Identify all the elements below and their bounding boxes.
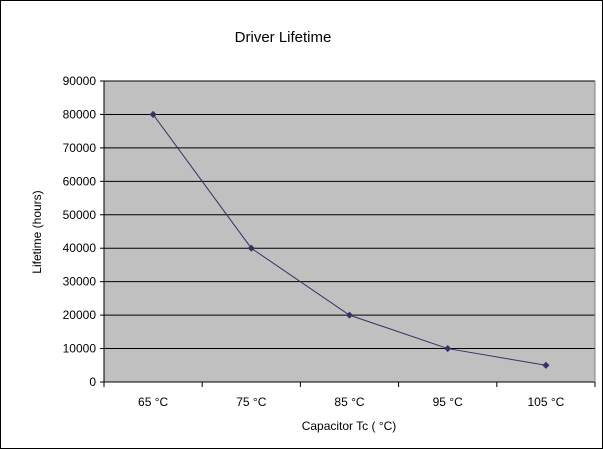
y-tick-label: 40000 [63,241,97,255]
x-tick-label: 85 °C [334,395,364,409]
y-tick-label: 30000 [63,275,97,289]
y-axis-ticks: 0 10000 20000 30000 40000 50000 60000 70000 8000… [63,74,104,389]
series-group [149,110,550,369]
x-axis-title: Capacitor Tc ( °C) [302,419,397,433]
data-point [444,345,452,353]
y-axis-title: Lifetime (hours) [30,190,44,273]
y-tick-label: 10000 [63,342,97,356]
data-point [247,244,255,252]
y-tick-label: 70000 [63,141,97,155]
chart-title: Driver Lifetime [235,29,332,46]
axes [103,81,596,383]
x-tick-label: 105 °C [527,395,564,409]
data-point [345,311,354,319]
gridlines [104,80,595,383]
data-point [542,361,550,369]
y-tick-label: 50000 [63,208,97,222]
y-tick-label: 90000 [63,74,97,88]
data-point [149,110,157,118]
x-axis-ticks: 65 °C 75 °C 85 °C 95 °C 105 °C [103,382,596,409]
x-tick-label: 65 °C [138,395,168,409]
y-tick-label: 60000 [63,174,97,188]
plot-area [104,81,595,382]
y-tick-label: 20000 [63,308,97,322]
y-tick-label: 0 [89,375,96,389]
y-tick-label: 80000 [63,107,97,121]
x-tick-label: 75 °C [236,395,266,409]
x-tick-label: 95 °C [433,395,463,409]
